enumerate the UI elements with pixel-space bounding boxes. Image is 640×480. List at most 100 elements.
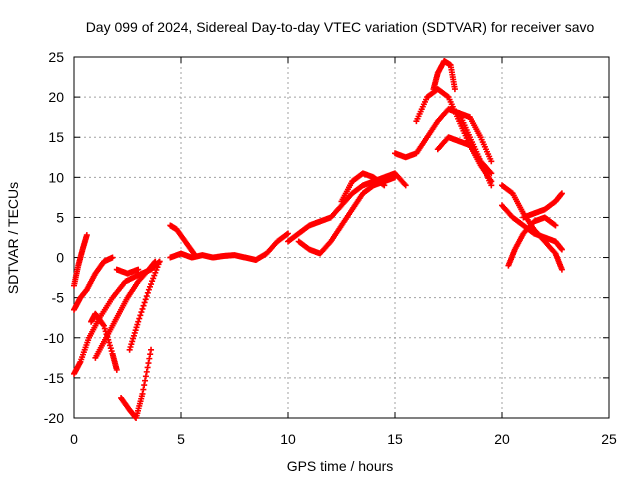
x-tick-label: 15 (387, 431, 403, 447)
series-arc-2 (71, 254, 116, 313)
data-point (381, 182, 388, 189)
data-point (101, 325, 108, 332)
data-point (558, 246, 565, 253)
series-arc-6 (113, 266, 142, 277)
data-point (140, 302, 147, 309)
data-point (380, 181, 387, 188)
series-arc-5 (92, 258, 159, 361)
data-point (139, 305, 146, 312)
data-point (154, 264, 161, 271)
y-tick-label: 20 (48, 89, 64, 105)
data-point (142, 296, 149, 303)
series-arc-3 (71, 258, 163, 377)
data-point (113, 366, 120, 373)
data-point (100, 322, 107, 329)
x-tick-label: 25 (601, 431, 617, 447)
data-point (106, 339, 113, 346)
data-point (141, 299, 148, 306)
series-arc-1 (71, 232, 90, 289)
y-tick-label: -10 (44, 330, 64, 346)
series-arc-12 (295, 174, 398, 257)
x-tick-label: 0 (70, 431, 78, 447)
series-arc-15 (413, 86, 495, 185)
data-point (148, 281, 155, 288)
y-tick-label: 25 (48, 49, 64, 65)
chart-title: Day 099 of 2024, Sidereal Day-to-day VTE… (86, 19, 595, 35)
data-point (392, 174, 398, 181)
data-point (149, 278, 156, 285)
data-point (128, 341, 135, 348)
data-point (142, 377, 149, 384)
data-point (285, 230, 291, 237)
series-arc-17 (434, 134, 495, 177)
series-arc-8 (126, 258, 163, 353)
data-point (140, 386, 147, 393)
data-point (127, 344, 134, 351)
data-point (146, 355, 153, 362)
y-tick-label: 10 (48, 169, 64, 185)
x-ticks: 0 5 10 15 20 25 (70, 57, 617, 447)
data-point (130, 332, 137, 339)
data-point (126, 346, 133, 353)
data-point (134, 321, 141, 328)
series-arc-9 (167, 230, 291, 263)
data-points (71, 58, 565, 421)
data-point (145, 286, 152, 293)
data-point (558, 266, 565, 273)
data-point (139, 390, 146, 397)
data-point (402, 182, 409, 189)
data-point (132, 327, 139, 334)
data-point (143, 293, 150, 300)
data-point (558, 190, 565, 197)
data-point (83, 232, 90, 239)
data-point (143, 368, 150, 375)
data-point (151, 272, 158, 279)
data-point (109, 254, 116, 261)
y-tick-label: 0 (56, 250, 64, 266)
data-point (129, 338, 136, 345)
y-tick-label: -5 (52, 290, 65, 306)
data-point (146, 283, 153, 290)
data-point (451, 86, 458, 93)
data-point (552, 222, 559, 229)
data-point (107, 345, 114, 352)
data-point (190, 250, 197, 257)
data-point (488, 178, 495, 185)
x-tick-label: 20 (494, 431, 510, 447)
data-point (283, 231, 290, 238)
series-arc-22 (520, 190, 565, 221)
data-point (142, 373, 149, 380)
data-point (144, 364, 151, 371)
y-tick-label: 5 (56, 209, 64, 225)
data-point (155, 261, 162, 268)
data-point (106, 342, 113, 349)
data-point (147, 351, 154, 358)
series-arc-21 (505, 214, 559, 269)
data-point (141, 382, 148, 389)
y-axis-label: SDTVAR / TECUs (5, 182, 21, 294)
data-point (108, 348, 115, 355)
series-arc-16 (430, 58, 458, 93)
y-tick-label: -20 (44, 410, 64, 426)
y-tick-label: 15 (48, 129, 64, 145)
series-arc-18 (456, 110, 495, 165)
series-arc-10 (167, 222, 197, 257)
data-point (131, 329, 138, 336)
data-point (488, 158, 495, 165)
data-point (444, 93, 451, 100)
x-tick-label: 10 (280, 431, 296, 447)
data-point (135, 318, 142, 325)
data-point (138, 309, 145, 316)
data-point (136, 315, 143, 322)
plot-border (73, 56, 610, 419)
data-point (156, 258, 163, 265)
grid (74, 57, 609, 418)
series-arc-14 (392, 106, 495, 189)
y-ticks: -20 -15 -10 -5 0 5 10 15 20 25 (44, 49, 609, 426)
y-tick-label: -15 (44, 370, 64, 386)
data-point (145, 360, 152, 367)
data-point (130, 335, 137, 342)
data-point (144, 289, 151, 296)
data-point (152, 269, 159, 276)
